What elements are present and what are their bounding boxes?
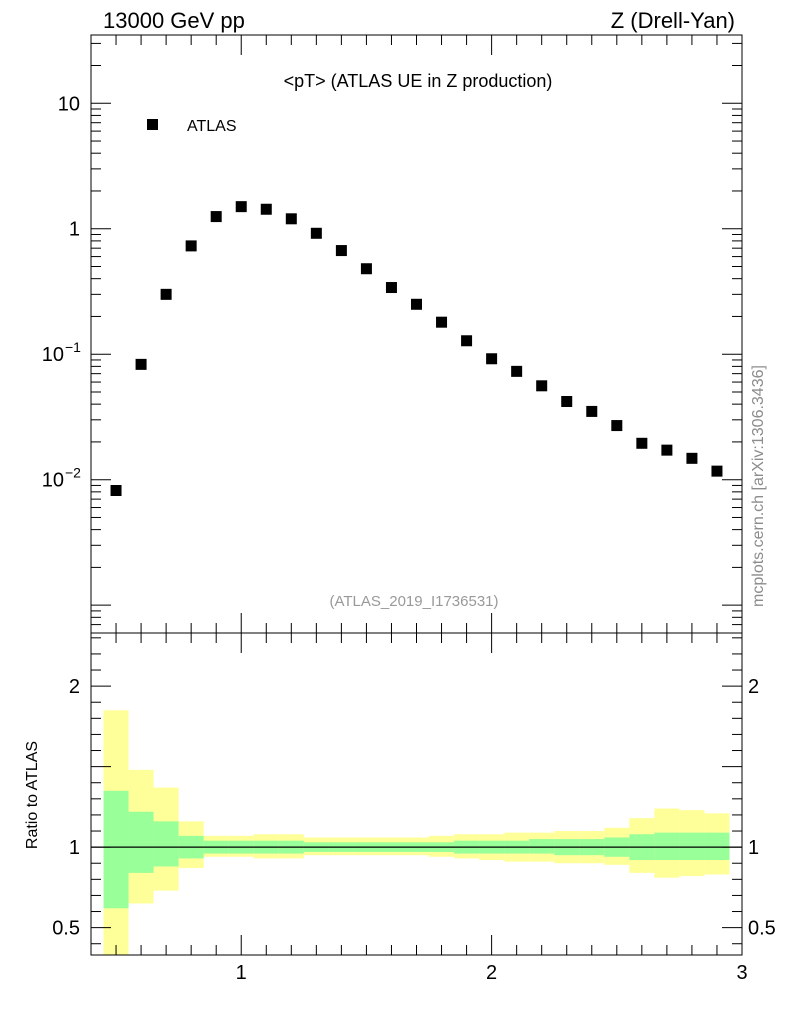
ratio-band-stat xyxy=(128,811,154,873)
ratio-ytick-label-right: 2 xyxy=(748,676,759,698)
ratio-frame xyxy=(90,632,743,956)
main-ytick-label: 10 xyxy=(42,470,64,492)
ratio-band-stat xyxy=(704,832,730,861)
ratio-panel xyxy=(91,710,742,955)
data-point xyxy=(486,353,498,365)
data-point xyxy=(636,437,648,449)
ratio-xtick-label: 1 xyxy=(236,962,247,984)
data-point xyxy=(310,227,322,239)
ratio-ytick-label: 2 xyxy=(69,676,80,698)
data-point xyxy=(411,298,422,310)
data-point xyxy=(385,282,397,294)
header-left: 13000 GeV pp xyxy=(103,8,245,33)
analysis-tag: (ATLAS_2019_I1736531) xyxy=(329,593,498,610)
data-point xyxy=(436,316,448,328)
main-title: <pT> (ATLAS UE in Z production) xyxy=(284,71,553,91)
ratio-band-stat xyxy=(679,832,705,861)
data-point xyxy=(335,245,347,257)
main-ytick-label: 1 xyxy=(69,219,80,241)
ratio-band-stat xyxy=(153,821,179,867)
data-point xyxy=(185,240,197,252)
data-point xyxy=(686,452,698,464)
ratio-ytick-label-right: 1 xyxy=(748,837,759,859)
data-point xyxy=(711,465,723,477)
data-point xyxy=(586,405,598,417)
main-series-ATLAS xyxy=(110,201,723,497)
ratio-ytick-label: 1 xyxy=(69,837,80,859)
main-ytick-label: 10 xyxy=(58,93,80,115)
data-point xyxy=(235,201,247,213)
data-point xyxy=(511,365,523,377)
data-point xyxy=(135,358,147,370)
legend-label-ATLAS: ATLAS xyxy=(187,118,237,135)
main-ytick-exponent: −1 xyxy=(65,339,81,355)
ratio-axes: 1 2 3 2 2 1 1 0.5 0.5 xyxy=(52,632,776,984)
ratio-ytick-label: 0.5 xyxy=(52,918,80,940)
ratio-band-stat xyxy=(654,832,680,861)
data-point xyxy=(360,263,372,275)
data-point xyxy=(661,444,673,456)
data-point xyxy=(561,395,573,407)
ratio-ytick-label-right: 0.5 xyxy=(748,918,776,940)
ratio-xtick-label: 3 xyxy=(736,962,747,984)
ratio-band-stat xyxy=(103,790,129,909)
main-ytick-exponent: −2 xyxy=(65,465,81,481)
data-point xyxy=(160,288,172,300)
main-ytick-label: 10 xyxy=(42,344,64,366)
data-point xyxy=(461,335,473,347)
ratio-ylabel: Ratio to ATLAS xyxy=(24,741,41,849)
data-point xyxy=(110,485,122,497)
side-label: mcplots.cern.ch [arXiv:1306.3436] xyxy=(750,365,767,607)
data-point xyxy=(611,420,623,432)
legend-marker-ATLAS xyxy=(147,119,158,130)
header-right: Z (Drell-Yan) xyxy=(611,8,735,33)
data-point xyxy=(210,211,222,223)
ratio-xtick-label: 2 xyxy=(486,962,497,984)
ratio-band-stat xyxy=(529,839,555,854)
data-point xyxy=(260,203,272,215)
data-point xyxy=(285,213,297,225)
data-point xyxy=(536,380,548,392)
